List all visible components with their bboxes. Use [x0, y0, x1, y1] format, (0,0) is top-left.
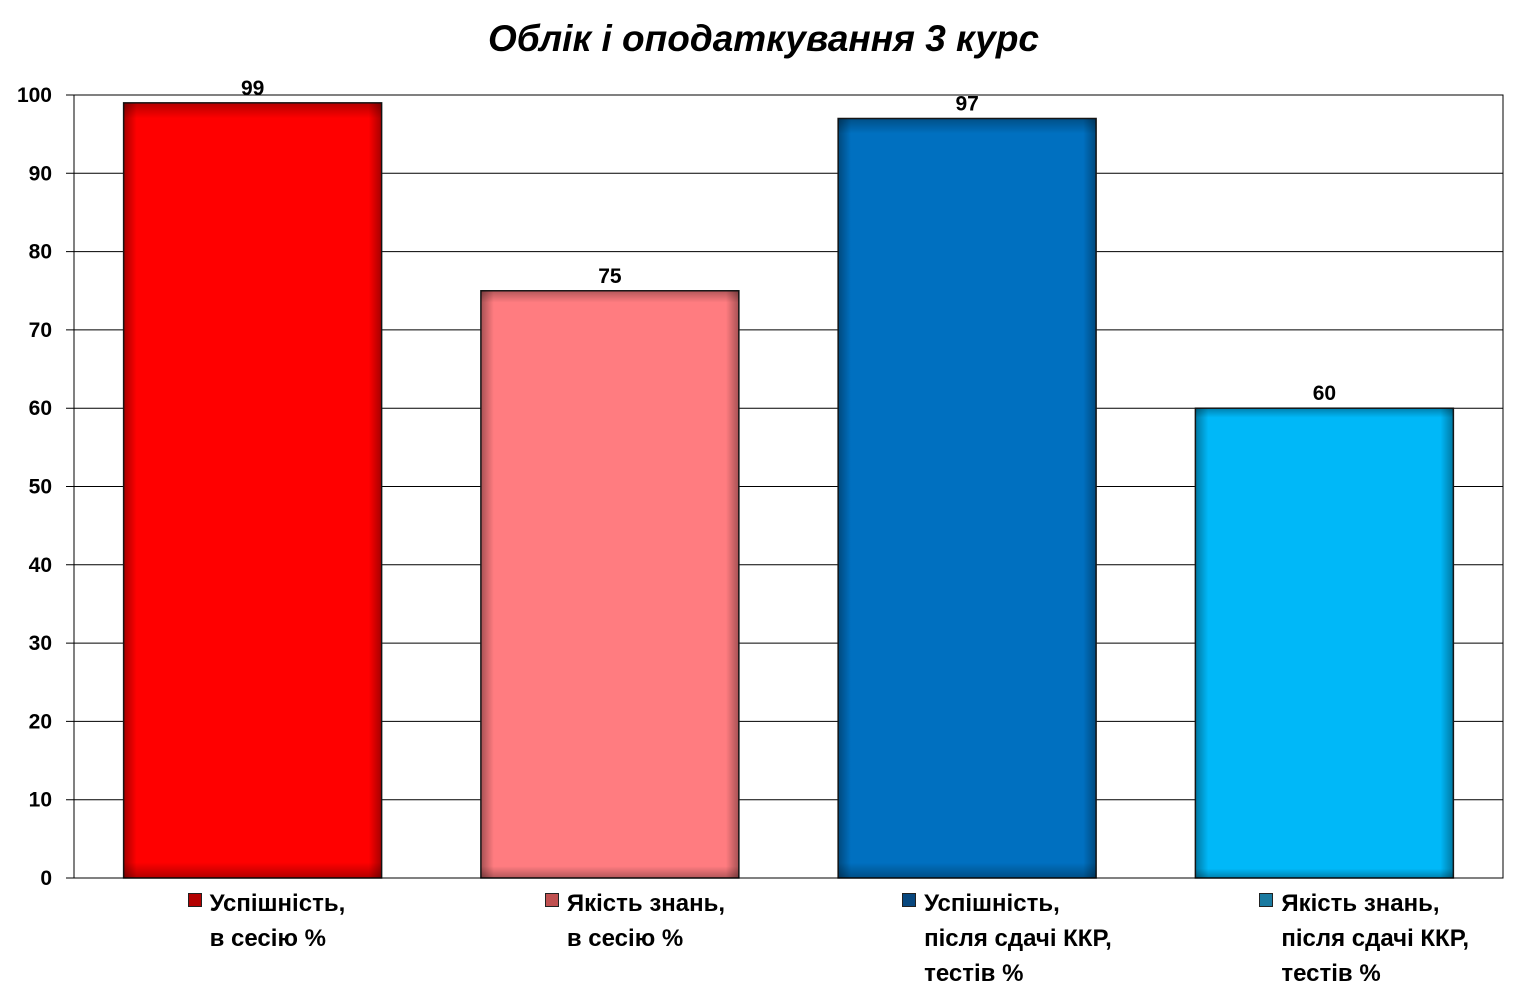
y-tick-label: 80	[29, 241, 52, 264]
legend-label: Успішність, після сдачі ККР, тестів %	[924, 890, 1112, 987]
data-label: 75	[598, 265, 622, 288]
y-tick-label: 100	[17, 84, 52, 107]
y-tick-label: 0	[40, 867, 52, 890]
data-label: 60	[1313, 382, 1336, 405]
bar-1	[122, 102, 383, 879]
bar-shade	[123, 102, 382, 878]
plot-area-frame	[73, 94, 1504, 879]
y-tick-label: 60	[29, 397, 52, 420]
bar-3	[837, 117, 1097, 879]
legend-item: Якість знань, в сесію %	[544, 886, 726, 956]
legend-item: Успішність, в сесію %	[187, 886, 346, 956]
chart-title: Облік і оподаткування 3 курс	[487, 18, 1040, 59]
y-tick-label: 10	[29, 789, 52, 812]
legend-swatch	[187, 893, 202, 907]
bar-shade	[838, 118, 1097, 879]
bar-4	[1194, 407, 1455, 879]
legend-label: Якість знань, після сдачі ККР, тестів %	[1281, 890, 1470, 987]
legend-swatch	[544, 893, 559, 907]
legend-label: Якість знань, в сесію %	[566, 890, 726, 952]
legend-label: Успішність, в сесію %	[209, 890, 346, 952]
legend-item: Успішність, після сдачі ККР, тестів %	[902, 886, 1112, 991]
legend-item: Якість знань, після сдачі ККР, тестів %	[1259, 886, 1469, 991]
y-tick-label: 30	[29, 632, 52, 655]
data-label: 97	[955, 92, 978, 115]
data-label: 99	[241, 77, 264, 100]
bar-shade	[480, 290, 739, 878]
legend-swatch	[902, 893, 917, 907]
bar-shade	[1195, 408, 1454, 878]
legend-swatch	[1259, 893, 1274, 907]
y-tick-label: 70	[29, 319, 52, 342]
bar-2	[480, 290, 740, 879]
y-tick-label: 50	[29, 476, 52, 499]
y-tick-label: 90	[29, 162, 52, 185]
y-tick-label: 20	[29, 710, 52, 733]
y-tick-label: 40	[29, 554, 52, 577]
